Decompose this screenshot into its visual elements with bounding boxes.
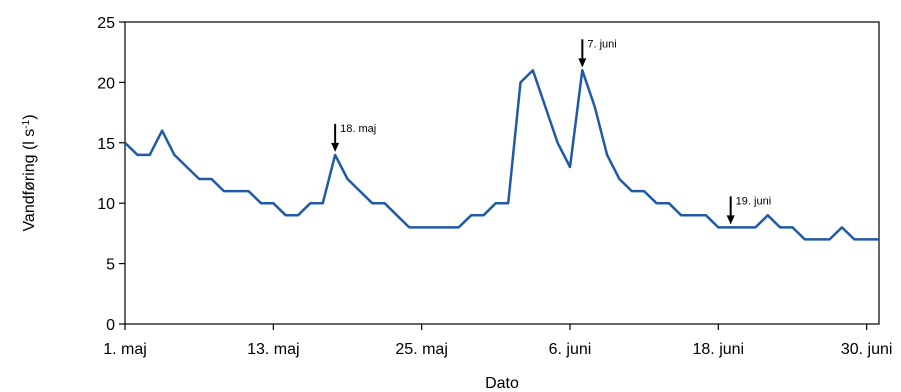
- x-tick-label: 25. maj: [395, 341, 447, 358]
- y-axis-label-main: Vandføring (l s: [21, 129, 38, 232]
- y-tick-label: 0: [106, 317, 115, 334]
- series-line: [124, 69, 879, 241]
- annotation: 7. juni: [578, 38, 617, 68]
- annotation-arrow-head: [578, 58, 587, 68]
- x-tick-label: 1. maj: [103, 341, 147, 358]
- annotation-label: 7. juni: [587, 38, 616, 50]
- x-tick-label: 18. juni: [693, 341, 745, 358]
- y-tick-label: 10: [97, 196, 115, 213]
- y-axis: 0 5 10 15 20 25: [97, 15, 125, 334]
- annotation-arrow-head: [726, 215, 735, 225]
- y-tick-label: 25: [97, 15, 115, 32]
- x-axis-label: Dato: [485, 375, 519, 392]
- y-tick-label: 5: [106, 257, 115, 274]
- y-axis-label: Vandføring (l s-1): [21, 114, 39, 231]
- plot-frame: [124, 21, 880, 325]
- annotation-label: 18. maj: [340, 123, 376, 135]
- annotation: 18. maj: [331, 123, 376, 152]
- y-tick-label: 20: [97, 75, 115, 92]
- annotation: 19. juni: [726, 195, 771, 225]
- annotation-arrow-head: [331, 142, 340, 152]
- annotations: 18. maj 7. juni 19. juni: [331, 38, 771, 225]
- x-tick-label: 6. juni: [549, 341, 592, 358]
- x-axis: 1. maj 13. maj 25. maj 6. juni 18. juni 30. j…: [103, 324, 892, 358]
- y-tick-label: 15: [97, 136, 115, 153]
- annotation-label: 19. juni: [736, 195, 771, 207]
- plot-area: [124, 21, 880, 325]
- x-tick-label: 30. juni: [841, 341, 893, 358]
- y-axis-label-superscript: -1: [21, 119, 32, 128]
- x-tick-label: 13. maj: [247, 341, 299, 358]
- y-axis-label-close: ): [21, 114, 38, 119]
